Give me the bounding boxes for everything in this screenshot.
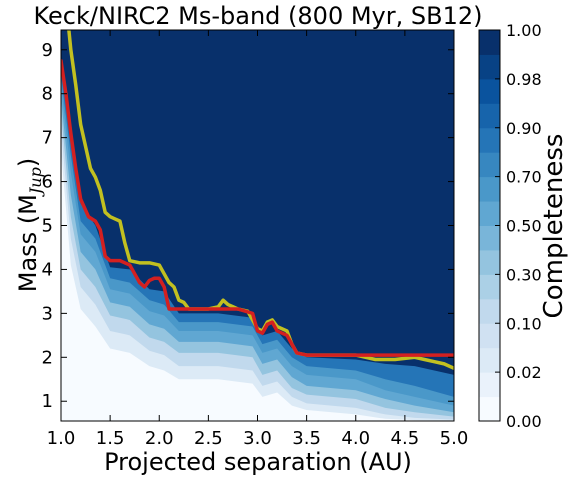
y-tick-label: 6 (42, 172, 53, 193)
series-layer (61, 30, 454, 371)
contour-line-0.95 (61, 59, 454, 357)
y-axis-label-close: ) (14, 158, 42, 167)
x-tick-label: 1.5 (96, 428, 125, 449)
colorbar-band (479, 347, 500, 373)
contour-fill-layer (61, 67, 454, 421)
colorbar-band (479, 30, 500, 55)
x-tick-label: 2.0 (145, 428, 174, 449)
colorbar-band (479, 225, 500, 251)
colorbar-tick-label: 0.10 (506, 314, 542, 333)
colorbar-band (479, 78, 500, 104)
y-tick-label: 2 (42, 347, 53, 368)
colorbar: 0.00 0.02 0.10 0.30 0.50 0.70 0.90 0.98 1.00 Com… (478, 21, 569, 431)
contour-band-0.6 (61, 98, 454, 421)
colorbar-tick-label: 0.02 (506, 363, 542, 382)
x-tick-label: 4.0 (341, 428, 370, 449)
colorbar-tick-label: 0.00 (506, 412, 542, 431)
y-tick-label: 3 (42, 303, 53, 324)
y-axis-label: Mass (MJup) (14, 158, 45, 292)
colorbar-tick-label: 0.70 (506, 168, 542, 187)
x-tick-label: 3.0 (243, 428, 272, 449)
y-axis-label-main: Mass (M (14, 194, 42, 292)
colorbar-tick-label: 0.98 (506, 70, 542, 89)
colorbar-band (479, 103, 500, 129)
x-axis-label: Projected separation (AU) (104, 448, 412, 476)
y-tick-label: 8 (42, 84, 53, 105)
colorbar-band (479, 249, 500, 275)
contour-band-0.4 (61, 111, 454, 421)
y-axis-ticks: 1 2 3 4 5 6 7 8 9 (42, 40, 454, 412)
colorbar-tick-label: 0.30 (506, 265, 542, 284)
colorbar-band (479, 372, 500, 398)
colorbar-ticks: 0.00 0.02 0.10 0.30 0.50 0.70 0.90 0.98 1.00 (495, 21, 542, 431)
y-tick-label: 4 (42, 259, 53, 280)
colorbar-band (479, 54, 500, 80)
y-tick-label: 5 (42, 216, 53, 237)
x-axis-ticks: 1.0 1.5 2.0 2.5 3.0 3.5 4.0 4.5 5.0 (47, 30, 469, 449)
colorbar-band (479, 298, 500, 324)
colorbar-band (479, 274, 500, 300)
plot-area (61, 30, 454, 421)
y-axis-label-subscript: Jup (26, 167, 45, 197)
contour-band-0.02 (61, 168, 454, 421)
colorbar-band (479, 323, 500, 349)
colorbar-tick-label: 0.50 (506, 217, 542, 236)
colorbar-band (479, 176, 500, 202)
x-tick-label: 5.0 (440, 428, 469, 449)
chart-title: Keck/NIRC2 Ms-band (800 Myr, SB12) (34, 2, 483, 30)
y-tick-label: 9 (42, 40, 53, 61)
colorbar-band (479, 152, 500, 178)
colorbar-label: Completeness (539, 134, 569, 319)
colorbar-band (479, 201, 500, 226)
x-tick-label: 1.0 (47, 428, 76, 449)
colorbar-band (479, 127, 500, 153)
x-tick-label: 2.5 (194, 428, 223, 449)
colorbar-bands (479, 30, 500, 422)
y-tick-label: 7 (42, 128, 53, 149)
colorbar-band (479, 396, 500, 422)
colorbar-tick-label: 1.00 (506, 21, 542, 40)
y-tick-label: 1 (42, 391, 53, 412)
x-tick-label: 4.5 (391, 428, 420, 449)
x-tick-label: 3.5 (292, 428, 321, 449)
colorbar-tick-label: 0.90 (506, 119, 542, 138)
